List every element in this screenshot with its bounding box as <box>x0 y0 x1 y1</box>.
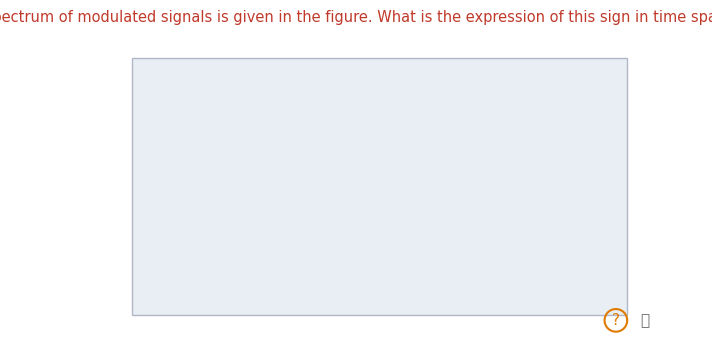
Text: -13: -13 <box>195 177 213 187</box>
Text: π: π <box>198 224 205 234</box>
Text: 2: 2 <box>590 145 597 155</box>
Text: 15: 15 <box>578 177 592 187</box>
Text: A spectrum of modulated signals is given in the figure. What is the expression o: A spectrum of modulated signals is given… <box>0 10 712 25</box>
Text: 13: 13 <box>551 177 565 187</box>
Text: 12: 12 <box>195 77 209 87</box>
Text: 2: 2 <box>563 145 570 155</box>
Text: -15: -15 <box>167 177 185 187</box>
Text: -14: -14 <box>181 177 199 187</box>
Text: 12: 12 <box>577 77 591 87</box>
Text: θ(f): θ(f) <box>387 220 408 233</box>
Text: 14: 14 <box>565 177 579 187</box>
Text: 2: 2 <box>182 145 189 155</box>
Text: ⎕: ⎕ <box>640 313 649 328</box>
Text: ?: ? <box>612 313 620 328</box>
Text: |S(f)|: |S(f)| <box>387 78 417 91</box>
Text: 2: 2 <box>209 145 216 155</box>
Text: ►f [kHz]: ►f [kHz] <box>570 246 615 256</box>
Text: -π: -π <box>580 286 590 297</box>
Text: f [kHz]: f [kHz] <box>578 156 615 166</box>
